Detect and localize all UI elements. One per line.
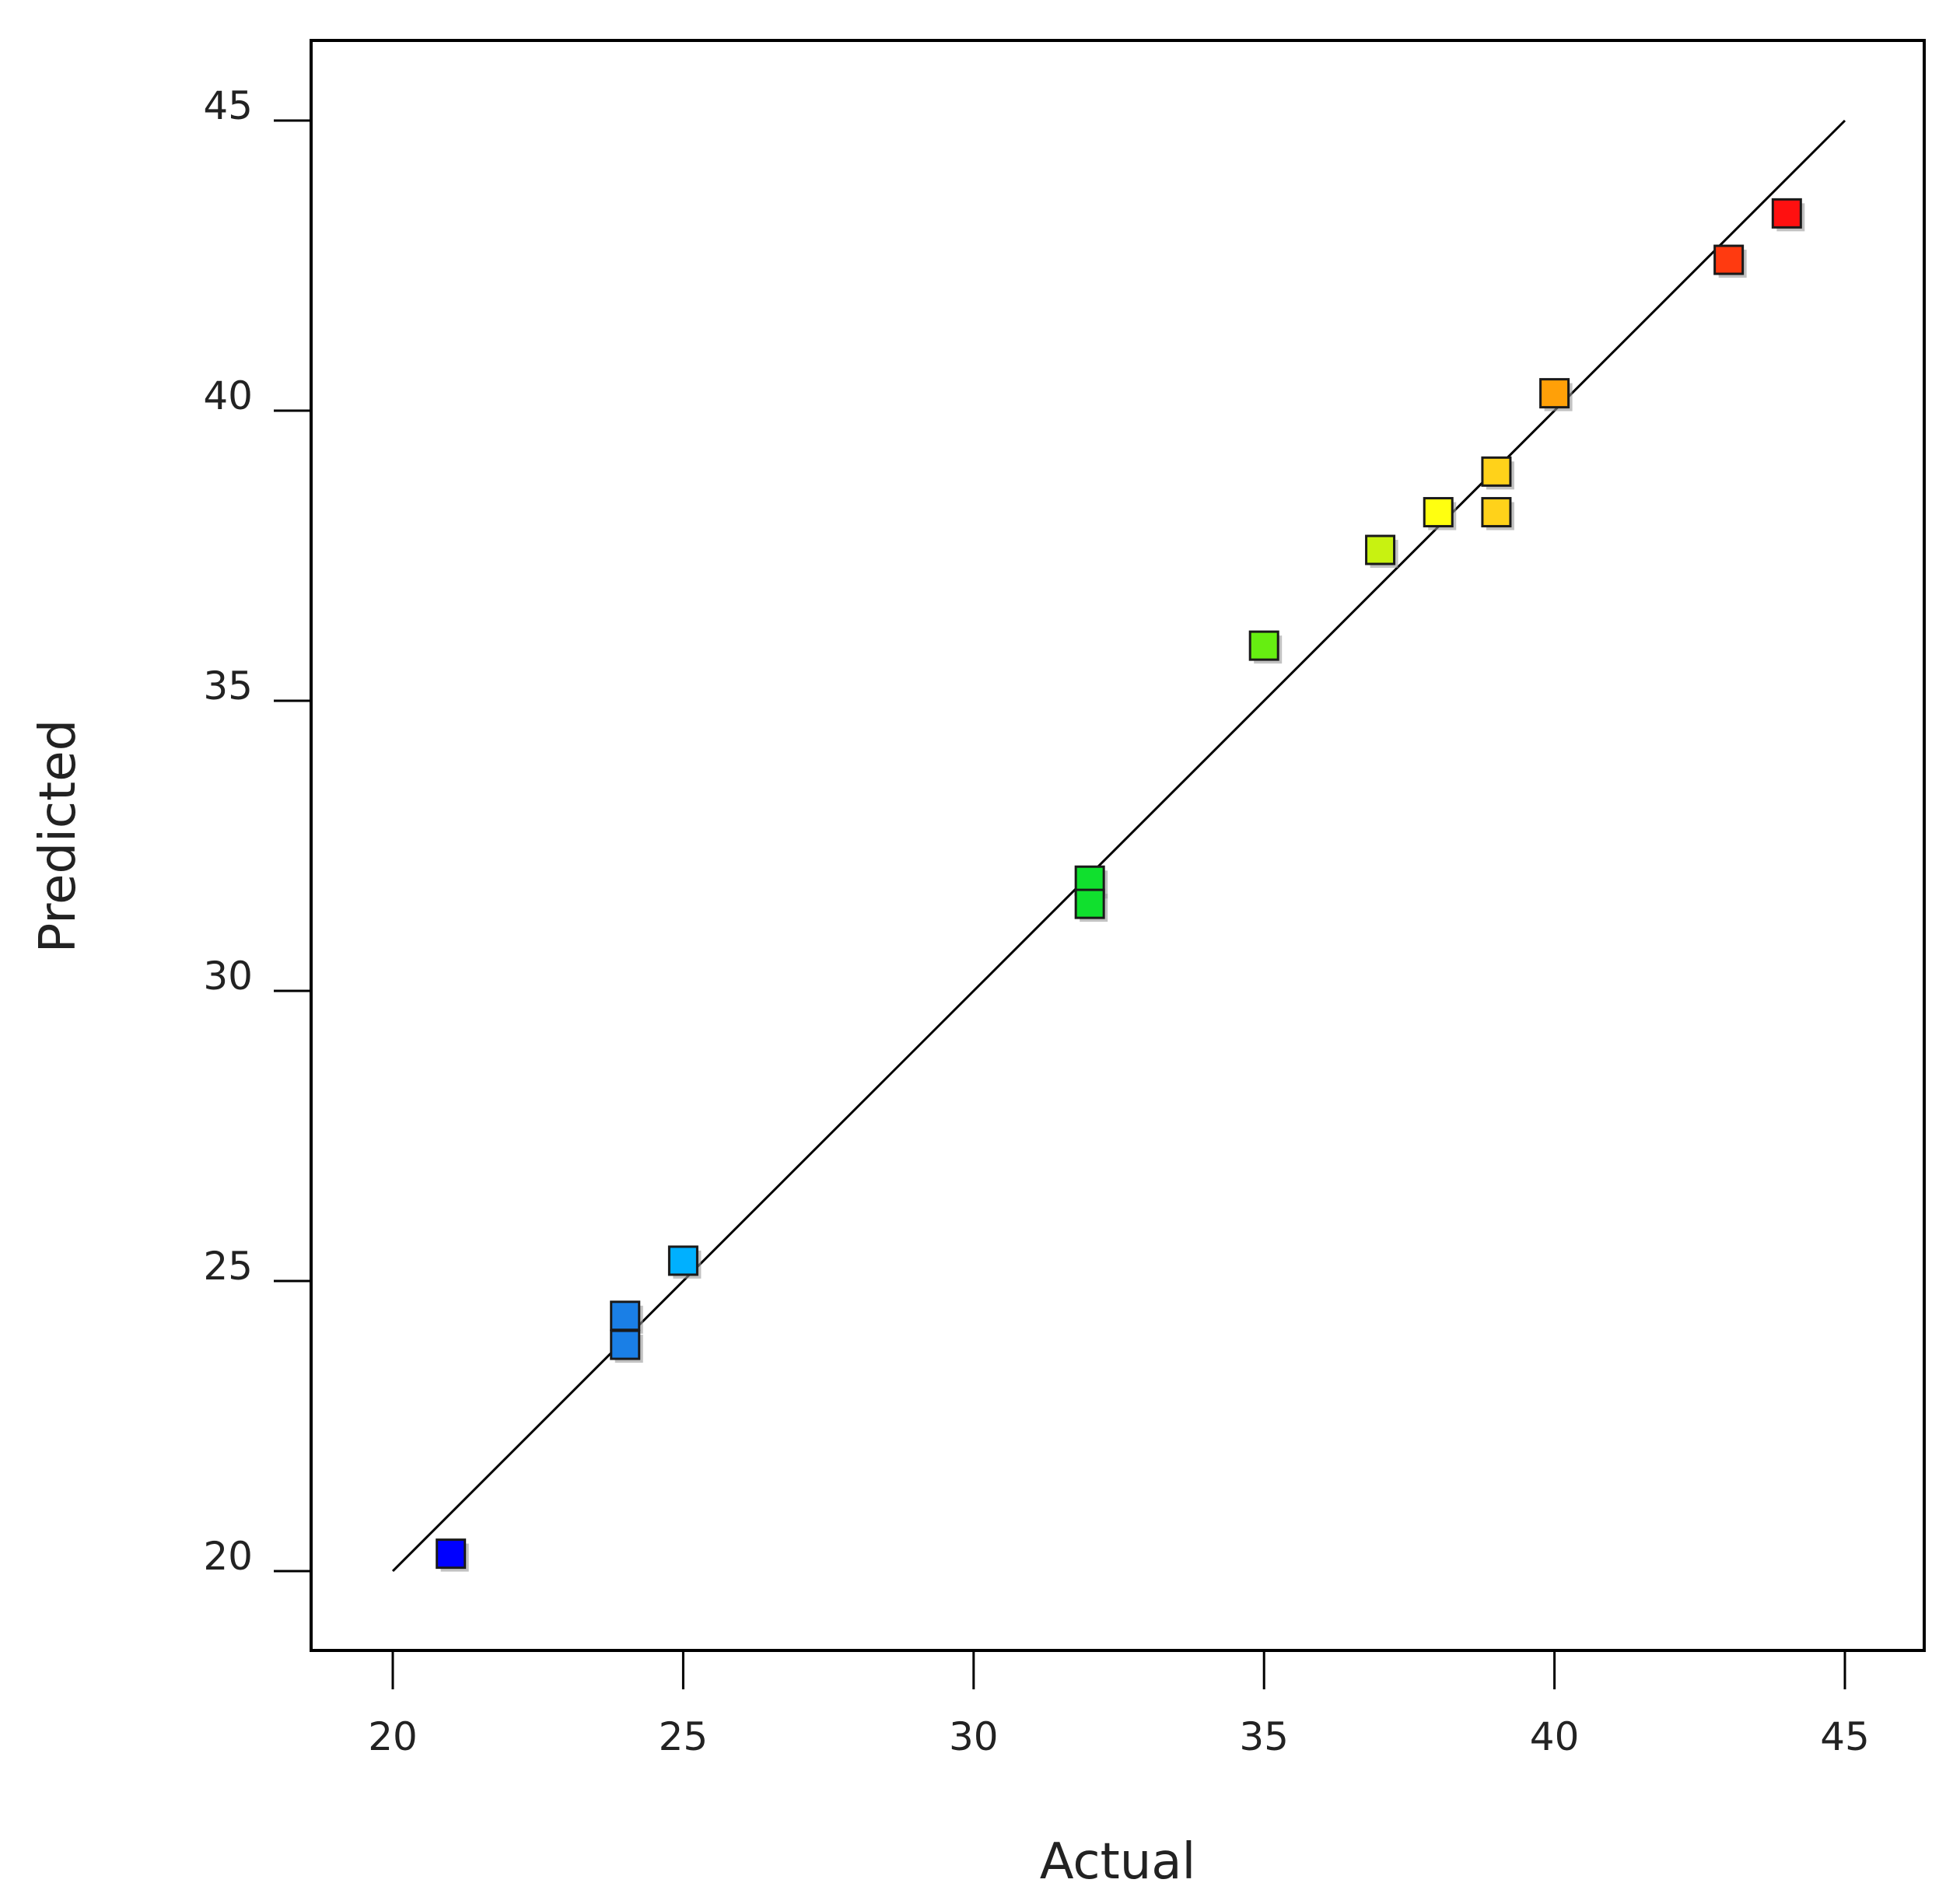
y-tick-label: 20 bbox=[203, 1534, 253, 1579]
y-tick-label: 35 bbox=[203, 663, 253, 709]
x-tick-label: 35 bbox=[1239, 1714, 1289, 1759]
data-point bbox=[1074, 888, 1108, 922]
data-point-marker bbox=[667, 1245, 698, 1276]
data-point-marker bbox=[1771, 198, 1802, 229]
data-point bbox=[610, 1300, 643, 1334]
data-point bbox=[1771, 198, 1805, 232]
x-tick-label: 30 bbox=[949, 1714, 999, 1759]
axes: 20 25 30 35 40 45 20 25 30 35 40 45 bbox=[203, 83, 1869, 1759]
x-axis-title: Actual bbox=[1040, 1833, 1196, 1891]
data-point bbox=[610, 1329, 643, 1363]
x-tick-label: 25 bbox=[659, 1714, 709, 1759]
y-tick-label: 25 bbox=[203, 1244, 253, 1289]
plot-area bbox=[391, 119, 1846, 1573]
data-point bbox=[1481, 456, 1514, 490]
x-tick-label: 45 bbox=[1820, 1714, 1870, 1759]
data-point bbox=[1248, 630, 1283, 664]
data-point bbox=[1713, 244, 1747, 278]
y-tick-label: 30 bbox=[203, 954, 253, 999]
y-tick-label: 45 bbox=[203, 83, 253, 128]
data-point-marker bbox=[1539, 378, 1570, 409]
data-point bbox=[1423, 497, 1457, 530]
data-point-marker bbox=[1248, 630, 1279, 661]
data-point-marker bbox=[1713, 244, 1745, 275]
x-tick-label: 40 bbox=[1530, 1714, 1580, 1759]
data-point-marker bbox=[436, 1538, 467, 1570]
data-point bbox=[667, 1245, 702, 1279]
data-point-marker bbox=[1074, 888, 1105, 919]
data-point bbox=[1539, 378, 1573, 411]
data-point-marker bbox=[1423, 497, 1454, 528]
x-tick-label: 20 bbox=[368, 1714, 418, 1759]
y-axis-title: Predicted bbox=[30, 719, 87, 953]
data-point-marker bbox=[610, 1329, 641, 1360]
data-point-marker bbox=[1481, 497, 1512, 528]
y-tick-label: 40 bbox=[203, 373, 253, 418]
data-point-marker bbox=[1481, 456, 1512, 487]
data-point bbox=[1365, 534, 1398, 569]
plot-frame bbox=[310, 39, 1926, 1652]
data-point bbox=[436, 1538, 469, 1572]
data-point-marker bbox=[1365, 534, 1396, 565]
data-point bbox=[1481, 497, 1514, 530]
data-point-marker bbox=[610, 1300, 641, 1332]
